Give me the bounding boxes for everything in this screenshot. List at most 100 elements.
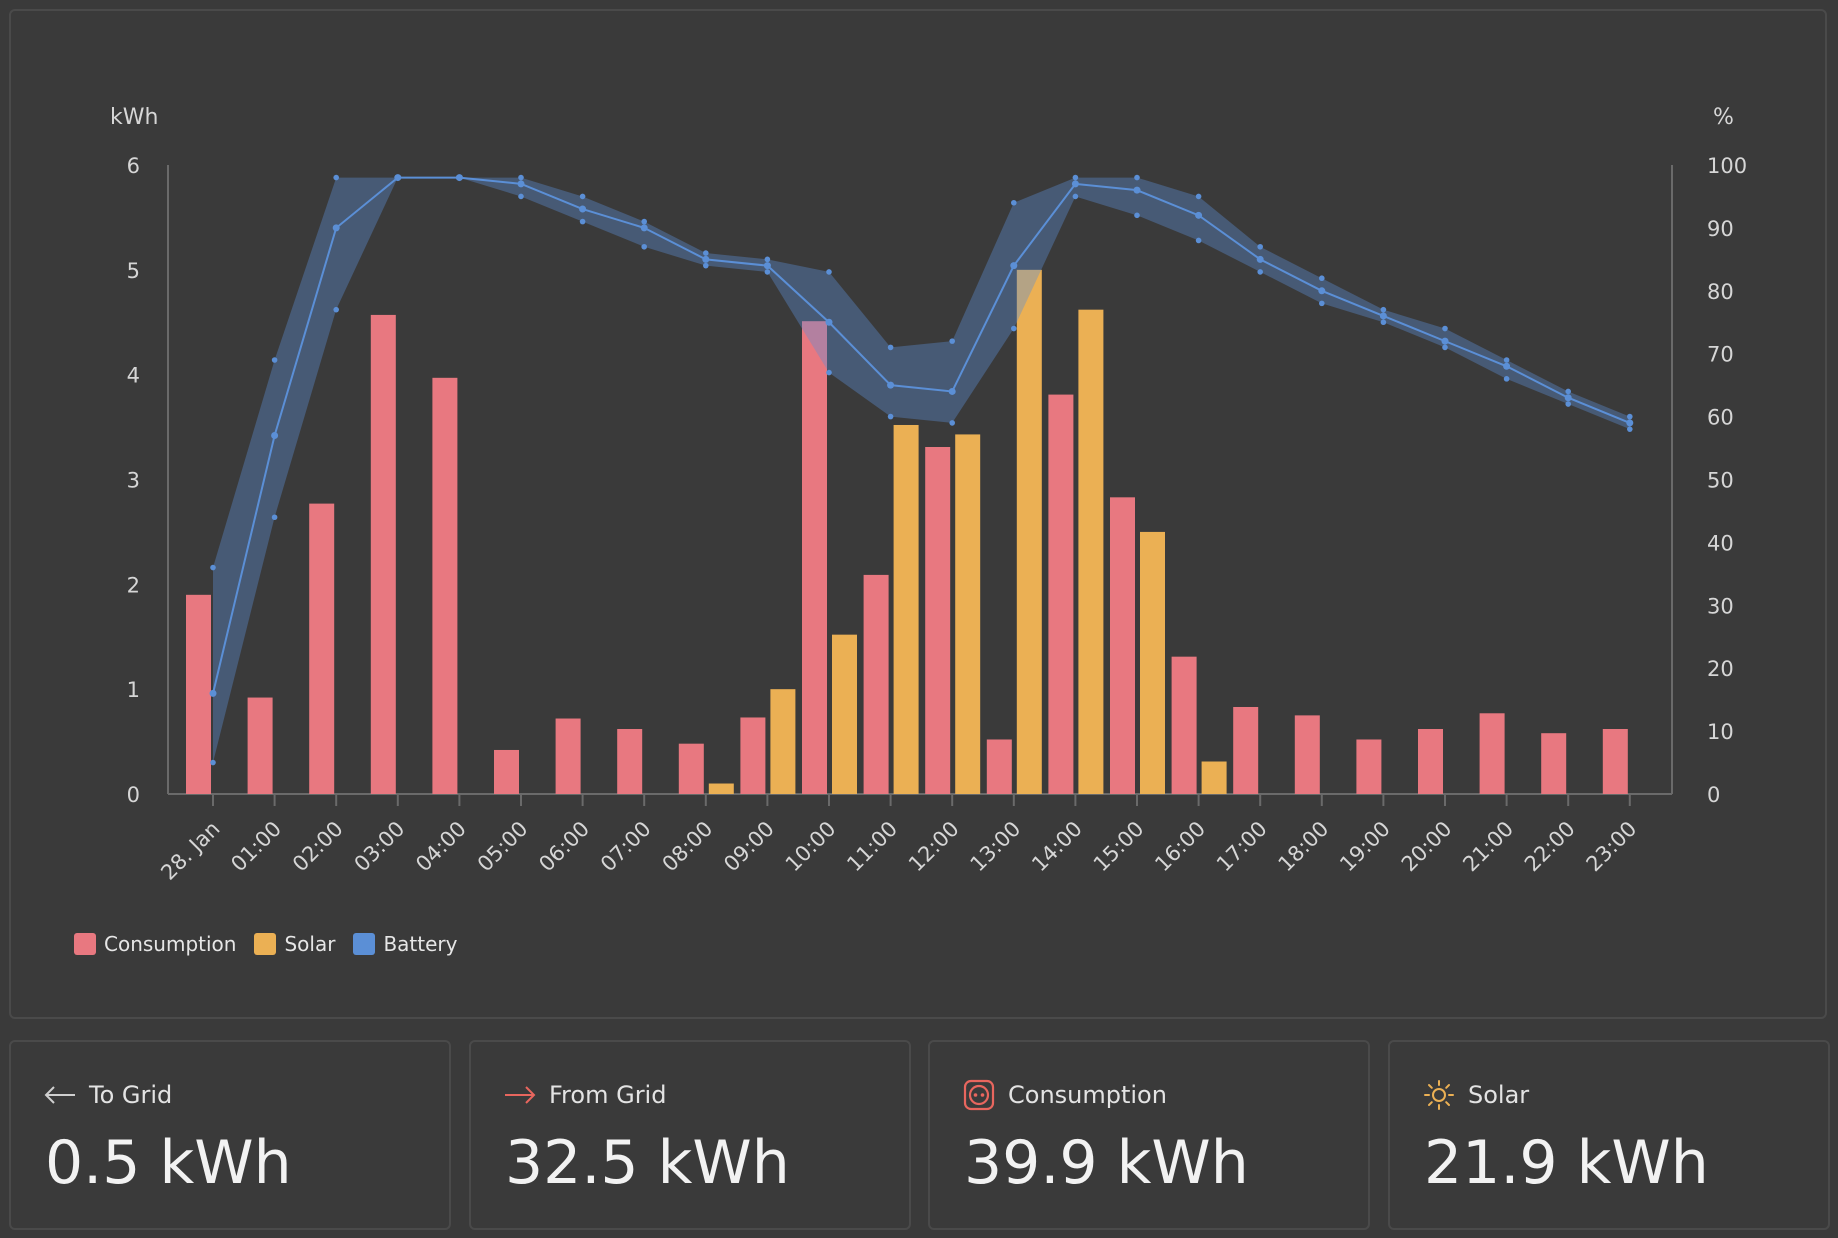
battery-range-band	[213, 177, 1630, 763]
right-tick-label: 20	[1707, 657, 1734, 681]
battery-point	[1133, 186, 1141, 194]
battery-min-point	[1195, 237, 1202, 244]
x-tick-label: 05:00	[473, 817, 533, 877]
battery-point	[332, 224, 340, 232]
battery-min-point	[456, 174, 463, 181]
battery-min-point	[1134, 212, 1140, 219]
left-axis-unit: kWh	[110, 105, 158, 130]
x-tick-label: 02:00	[288, 817, 348, 877]
consumption-bar	[1110, 497, 1135, 794]
socket-icon	[962, 1078, 996, 1112]
consumption-header: Consumption	[962, 1078, 1167, 1112]
consumption-bar	[1294, 715, 1320, 794]
to-grid-card: To Grid 0.5 kWh	[9, 1040, 451, 1230]
battery-max-point	[1627, 413, 1633, 420]
x-tick-label: 11:00	[842, 817, 902, 877]
x-tick-label: 14:00	[1027, 817, 1087, 877]
x-tick-label: 03:00	[350, 817, 410, 877]
x-tick-label: 10:00	[781, 817, 841, 877]
battery-min-point	[1319, 300, 1325, 307]
right-tick-label: 40	[1707, 531, 1734, 555]
consumption-bar	[186, 594, 211, 794]
x-tick-label: 21:00	[1458, 817, 1518, 877]
x-tick-label: 04:00	[411, 817, 471, 877]
left-tick-label: 4	[127, 364, 140, 388]
consumption-bar	[432, 377, 458, 794]
battery-point	[825, 318, 833, 326]
battery-min-point	[1442, 344, 1448, 351]
consumption-bar	[247, 697, 273, 794]
battery-min-point	[764, 269, 771, 275]
consumption-bar	[1356, 739, 1382, 794]
solar-header: Solar	[1422, 1078, 1529, 1112]
battery-point	[579, 205, 587, 213]
consumption-bar	[370, 314, 396, 794]
left-tick-label: 0	[127, 783, 140, 807]
right-tick-label: 100	[1707, 154, 1747, 178]
battery-max-point	[1257, 243, 1263, 250]
battery-point	[1441, 337, 1449, 345]
x-tick-label: 08:00	[658, 817, 718, 877]
battery-min-point	[1380, 319, 1387, 326]
battery-min-point	[1627, 426, 1633, 432]
chart-legend: Consumption Solar Battery	[74, 932, 457, 956]
x-tick-label: 07:00	[596, 817, 656, 877]
right-tick-label: 90	[1707, 217, 1734, 241]
battery-max-point	[1503, 357, 1510, 363]
battery-min-point	[210, 759, 216, 766]
legend-label-consumption: Consumption	[104, 932, 237, 956]
battery-min-point	[1503, 376, 1510, 382]
battery-point	[1256, 255, 1264, 263]
left-tick-label: 2	[127, 573, 140, 597]
battery-point	[640, 224, 648, 232]
battery-max-point	[579, 193, 586, 200]
from-grid-value: 32.5 kWh	[505, 1128, 790, 1198]
battery-min-point	[1257, 269, 1263, 275]
battery-max-point	[333, 174, 340, 181]
x-tick-label: 13:00	[966, 817, 1026, 877]
battery-max-point	[1134, 174, 1140, 181]
battery-point	[1195, 211, 1203, 219]
legend-item-battery[interactable]: Battery	[353, 932, 457, 956]
consumption-bar	[863, 574, 889, 794]
battery-min-point	[887, 413, 894, 420]
x-tick-label: 17:00	[1212, 817, 1272, 877]
solar-bar	[1201, 761, 1227, 794]
right-tick-label: 60	[1707, 406, 1734, 430]
consumption-bar	[740, 717, 766, 794]
battery-max-point	[271, 357, 278, 363]
battery-min-point	[1011, 325, 1017, 332]
x-tick-label: 22:00	[1520, 817, 1580, 877]
battery-max-point	[1011, 199, 1017, 206]
battery-max-point	[1319, 275, 1325, 282]
consumption-bar	[494, 749, 519, 794]
arrow-left-icon	[43, 1078, 77, 1112]
battery-min-point	[518, 193, 524, 200]
solar-bar	[955, 434, 981, 794]
legend-item-consumption[interactable]: Consumption	[74, 932, 236, 956]
x-tick-label: 19:00	[1335, 817, 1395, 877]
battery-max-point	[210, 564, 216, 571]
consumption-bar	[925, 447, 951, 794]
x-tick-label: 16:00	[1150, 817, 1210, 877]
consumption-card: Consumption 39.9 kWh	[928, 1040, 1370, 1230]
battery-min-point	[395, 174, 401, 181]
battery-line	[212, 176, 1631, 694]
sun-icon	[1422, 1078, 1456, 1112]
battery-min-point	[703, 262, 709, 269]
arrow-right-icon	[503, 1078, 537, 1112]
consumption-bar	[555, 718, 581, 794]
right-axis-unit: %	[1713, 105, 1734, 130]
solar-card: Solar 21.9 kWh	[1388, 1040, 1830, 1230]
solar-bar	[832, 634, 857, 794]
left-tick-label: 6	[127, 154, 140, 178]
battery-min-point	[826, 369, 832, 376]
battery-max-point	[703, 250, 709, 256]
right-tick-label: 80	[1707, 280, 1734, 304]
legend-item-solar[interactable]: Solar	[254, 932, 335, 956]
battery-point	[1564, 394, 1572, 402]
right-tick-label: 30	[1707, 594, 1734, 618]
consumption-bar	[1541, 733, 1567, 794]
from-grid-card: From Grid 32.5 kWh	[469, 1040, 911, 1230]
solar-bar	[770, 689, 796, 794]
